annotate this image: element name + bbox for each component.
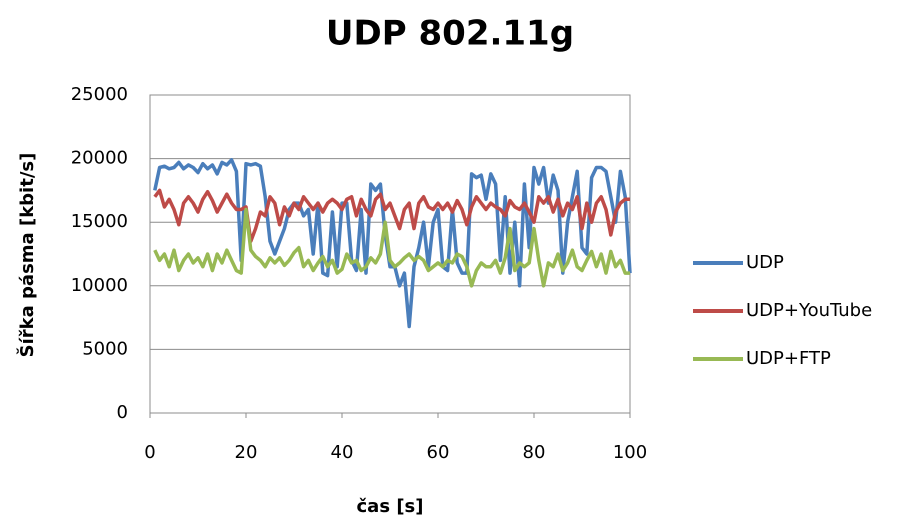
series-line — [153, 188, 630, 244]
x-tick-label: 20 — [235, 442, 258, 463]
y-tick-label: 25000 — [71, 84, 128, 105]
x-tick-label: 0 — [144, 442, 155, 463]
x-tick-label: 80 — [523, 442, 546, 463]
legend-label: UDP+YouTube — [746, 300, 872, 321]
series-line — [153, 207, 630, 288]
legend-label: UDP — [746, 252, 784, 273]
x-tick-label: 40 — [331, 442, 354, 463]
chart-title: UDP 802.11g — [326, 14, 574, 54]
x-tick-label: 60 — [427, 442, 450, 463]
y-tick-label: 15000 — [71, 211, 128, 232]
y-tick-label: 5000 — [82, 338, 128, 359]
y-axis-label: Šířka pásma [kbit/s] — [16, 153, 38, 358]
x-axis-label: čas [s] — [357, 496, 424, 517]
y-tick-label: 10000 — [71, 275, 128, 296]
legend-label: UDP+FTP — [746, 348, 831, 369]
y-tick-label: 20000 — [71, 148, 128, 169]
y-tick-label: 0 — [117, 402, 128, 423]
x-tick-label: 100 — [613, 442, 647, 463]
series-line — [153, 158, 632, 329]
